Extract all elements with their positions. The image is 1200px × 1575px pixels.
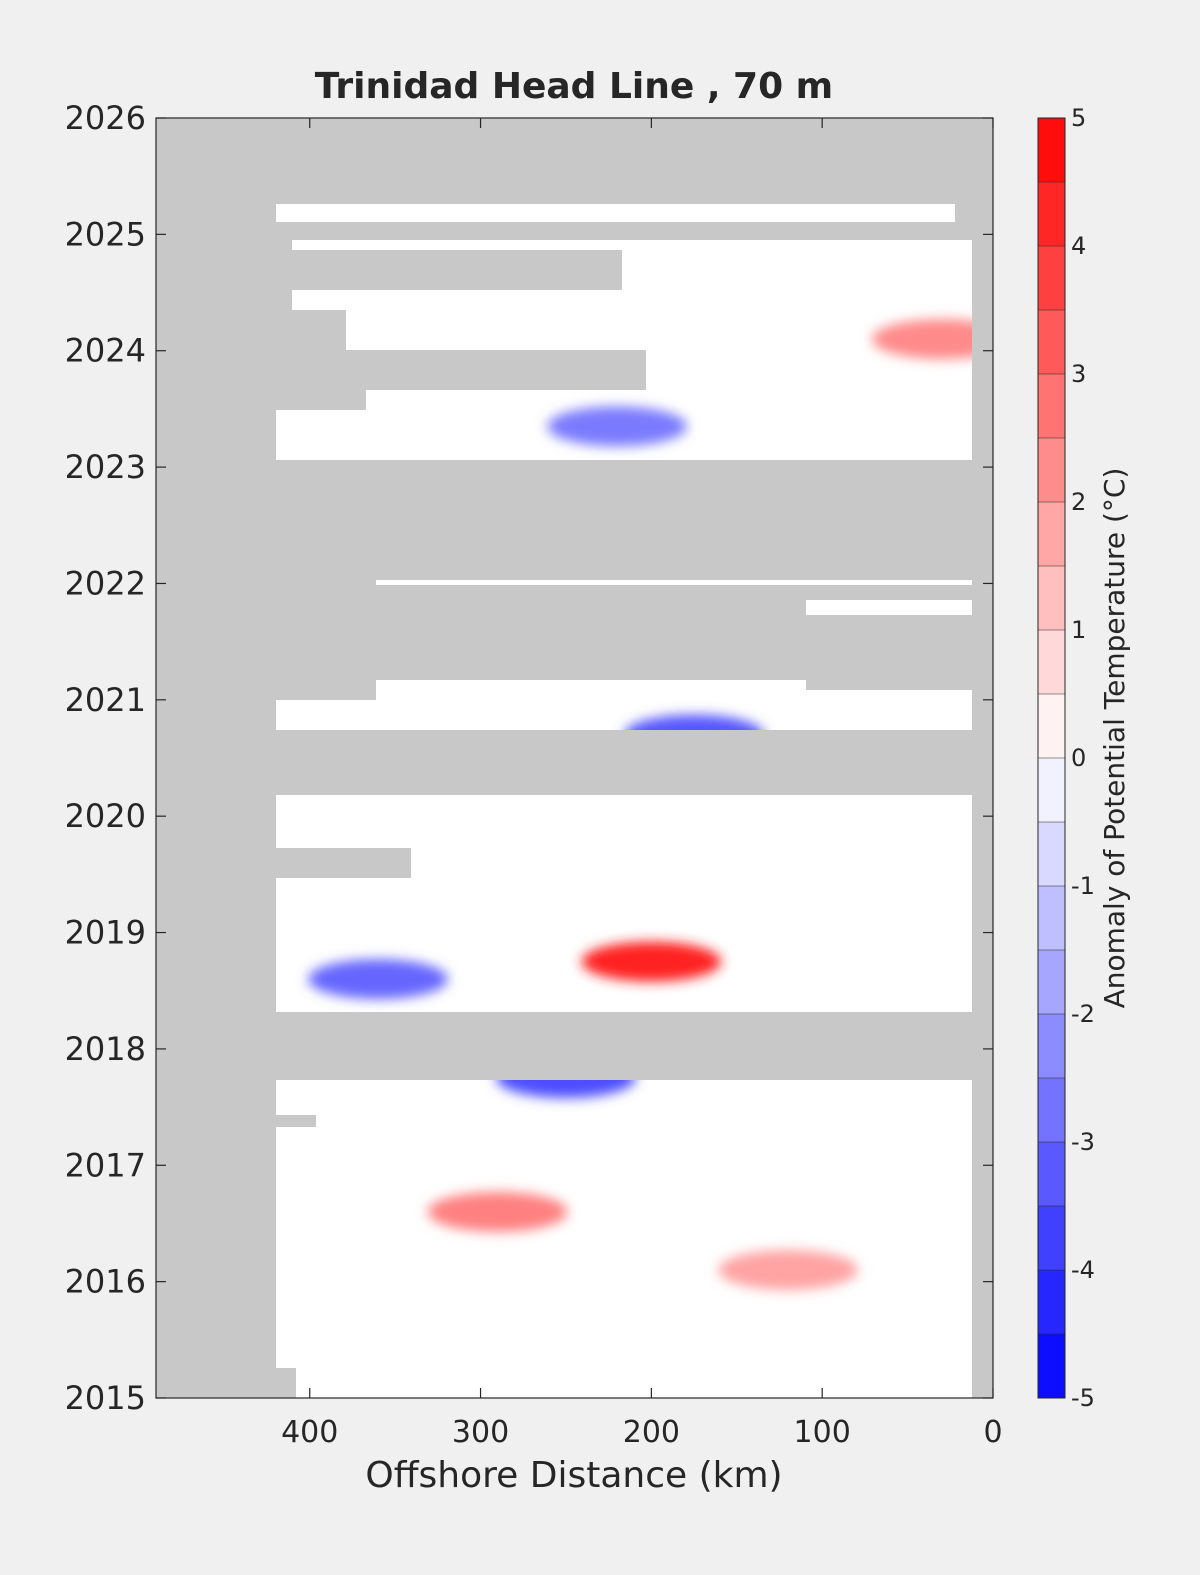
anomaly-feature-5: [547, 406, 688, 447]
colorbar-segment: [1038, 1078, 1065, 1143]
no-data-region: [806, 615, 972, 690]
colorbar-segment: [1038, 246, 1065, 311]
y-tick-label: 2018: [65, 1030, 146, 1068]
colorbar-segment: [1038, 502, 1065, 567]
no-data-region: [156, 1302, 276, 1330]
plot-frame: [155, 117, 994, 1399]
colorbar-tick-label: 0: [1071, 744, 1086, 772]
no-data-region: [156, 460, 993, 580]
anomaly-feature-2: [427, 1191, 568, 1232]
x-tick-label: 200: [623, 1415, 680, 1450]
no-data-region: [156, 350, 366, 410]
colorbar-tick-label: 4: [1071, 232, 1086, 260]
colorbar-segment: [1038, 1014, 1065, 1079]
anomaly-feature-6: [871, 319, 993, 360]
x-tick-label: 100: [794, 1415, 851, 1450]
colorbar-segment: [1038, 182, 1065, 247]
y-tick-label: 2015: [65, 1379, 146, 1417]
colorbar-tick-label: 2: [1071, 488, 1086, 516]
no-data-region: [276, 310, 346, 350]
colorbar-segment: [1038, 438, 1065, 503]
colorbar-tick-label: -2: [1071, 1000, 1095, 1028]
colorbar-segment: [1038, 630, 1065, 695]
y-tick-label: 2016: [65, 1263, 146, 1301]
no-data-region: [366, 350, 646, 390]
x-tick-label: 300: [452, 1415, 509, 1450]
colorbar-segment: [1038, 118, 1065, 183]
anomaly-feature-0: [581, 941, 722, 982]
x-axis-label: Offshore Distance (km): [365, 1455, 782, 1496]
plot-area: [155, 117, 994, 1399]
no-data-region: [156, 1368, 296, 1398]
no-data-region: [276, 730, 976, 795]
colorbar-segment: [1038, 822, 1065, 887]
x-tick-label: 400: [281, 1415, 338, 1450]
no-data-region: [156, 700, 276, 795]
no-data-region: [276, 222, 993, 240]
y-tick-label: 2024: [65, 332, 146, 370]
y-tick-label: 2017: [65, 1146, 146, 1184]
y-axis: 2015 2016 2017 2018 2019 2020 2021 2022 2023 2024…: [65, 99, 993, 1417]
colorbar-tick-label: -1: [1071, 872, 1095, 900]
chart-title: Trinidad Head Line , 70 m: [315, 66, 833, 107]
y-tick-label: 2022: [65, 564, 146, 602]
y-tick-label: 2025: [65, 215, 146, 253]
colorbar-tick-label: 1: [1071, 616, 1086, 644]
anomaly-feature-8: [718, 1250, 859, 1290]
colorbar-segment: [1038, 1142, 1065, 1207]
no-data-region: [156, 118, 993, 204]
colorbar-segment: [1038, 566, 1065, 631]
no-data-region: [156, 240, 292, 310]
no-data-region: [376, 600, 806, 680]
colorbar-tick-label: -4: [1071, 1256, 1095, 1284]
y-tick-label: 2019: [65, 914, 146, 952]
anomaly-feature-1: [308, 959, 449, 1000]
y-tick-label: 2020: [65, 797, 146, 835]
colorbar-segment: [1038, 310, 1065, 375]
colorbar-label: Anomaly of Potential Temperature (°C): [1098, 468, 1131, 1009]
no-data-region: [156, 895, 236, 910]
no-data-region: [376, 585, 973, 600]
colorbar-frame: [1037, 117, 1066, 1399]
colorbar-segment: [1038, 694, 1065, 759]
colorbar-segment: [1038, 1334, 1065, 1399]
colorbar: 5 4 3 2 1 0 -1 -2 -3 -4 -5: [1037, 104, 1095, 1412]
colorbar-tick-label: 5: [1071, 104, 1086, 132]
colorbar-segment: [1038, 1206, 1065, 1271]
no-data-region: [156, 1180, 236, 1192]
y-tick-label: 2026: [65, 99, 146, 137]
no-data-region: [156, 848, 411, 878]
colorbar-segment: [1038, 758, 1065, 823]
y-tick-label: 2023: [65, 448, 146, 486]
colorbar-tick-label: 3: [1071, 360, 1086, 388]
colorbar-tick-label: -3: [1071, 1128, 1095, 1156]
no-data-region: [292, 250, 622, 290]
y-tick-label: 2021: [65, 681, 146, 719]
no-data-region: [156, 1012, 972, 1080]
no-data-region: [156, 1232, 221, 1244]
no-data-region: [156, 580, 376, 700]
no-data-region: [156, 1115, 316, 1127]
no-data-region: [156, 410, 256, 460]
colorbar-segment: [1038, 950, 1065, 1015]
x-tick-label: 0: [983, 1415, 1002, 1450]
colorbar-segment: [1038, 886, 1065, 951]
x-axis: 400 300 200 100 0: [281, 118, 1003, 1450]
anomaly-field: [156, 118, 993, 1398]
colorbar-segment: [1038, 374, 1065, 439]
colorbar-segment: [1038, 1270, 1065, 1335]
colorbar-tick-label: -5: [1071, 1384, 1095, 1412]
